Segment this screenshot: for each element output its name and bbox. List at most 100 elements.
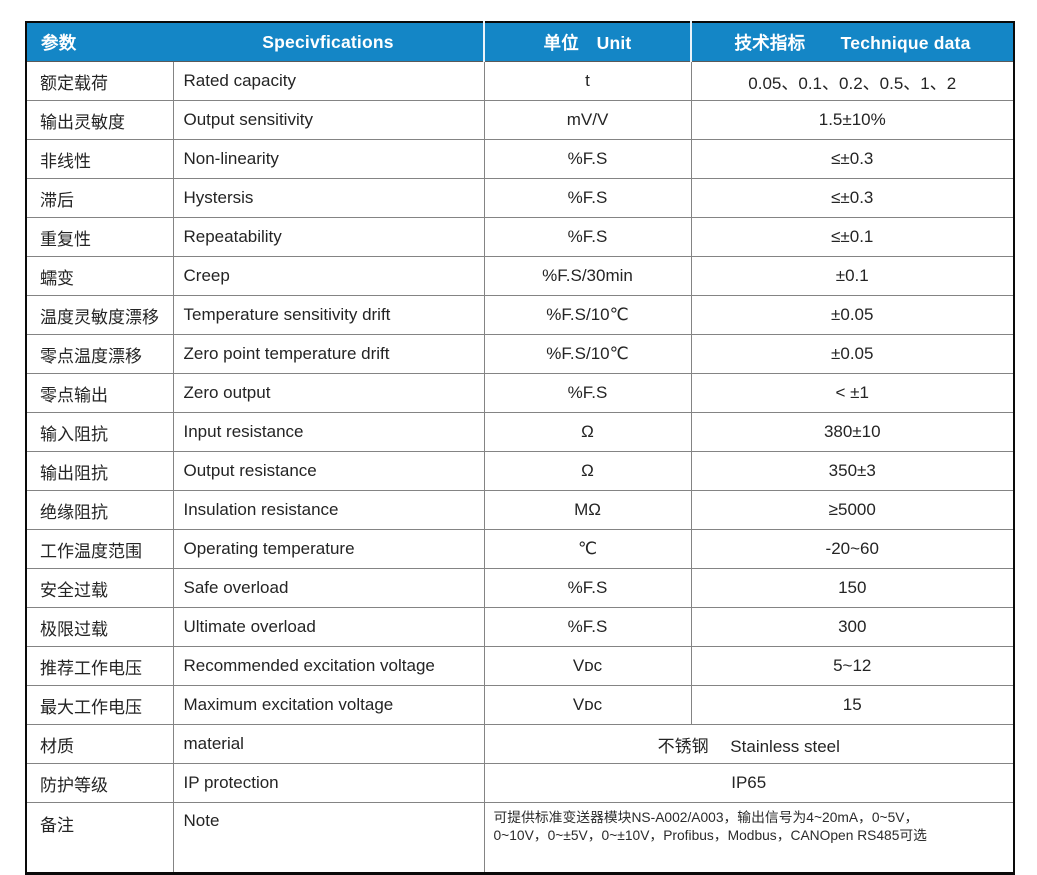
unit-cell: %F.S	[483, 139, 692, 179]
spec-en-cell: Maximum excitation voltage	[172, 685, 485, 725]
spec-en-cell: IP protection	[172, 763, 485, 803]
unit-cell: t	[483, 61, 692, 101]
table-row: 温度灵敏度漂移 Temperature sensitivity drift %F…	[25, 295, 1015, 335]
table-row: 工作温度范围 Operating temperature ℃ -20~60	[25, 529, 1015, 569]
param-cn-cell: 非线性	[25, 139, 174, 179]
spec-en-cell: Creep	[172, 256, 485, 296]
spec-en-cell: Insulation resistance	[172, 490, 485, 530]
value-cell: -20~60	[690, 529, 1015, 569]
value-cell: ≤±0.1	[690, 217, 1015, 257]
value-cell: ≤±0.3	[690, 178, 1015, 218]
unit-cell: Ω	[483, 451, 692, 491]
spec-en-cell: material	[172, 724, 485, 764]
param-cn-cell: 额定载荷	[25, 61, 174, 101]
value-cell: 1.5±10%	[690, 100, 1015, 140]
table-row: 输入阻抗 Input resistance Ω 380±10	[25, 412, 1015, 452]
param-cn-cell: 最大工作电压	[25, 685, 174, 725]
param-cn-cell: 极限过载	[25, 607, 174, 647]
table-row: 极限过载 Ultimate overload %F.S 300	[25, 607, 1015, 647]
value-cell: 15	[690, 685, 1015, 725]
table-row: 推荐工作电压 Recommended excitation voltage Vᴅ…	[25, 646, 1015, 686]
table-row: 绝缘阻抗 Insulation resistance MΩ ≥5000	[25, 490, 1015, 530]
unit-cell: Ω	[483, 412, 692, 452]
unit-cell: Vᴅᴄ	[483, 646, 692, 686]
param-cn-cell: 备注	[25, 802, 174, 874]
value-cell: 380±10	[690, 412, 1015, 452]
table-row: 蠕变 Creep %F.S/30min ±0.1	[25, 256, 1015, 296]
value-cell: 300	[690, 607, 1015, 647]
unit-cell: Vᴅᴄ	[483, 685, 692, 725]
footer-rows: 材质 material 不锈钢 Stainless steel 防护等级 IP …	[25, 724, 1015, 874]
value-cell: ±0.1	[690, 256, 1015, 296]
spec-en-cell: Zero output	[172, 373, 485, 413]
unit-cell: %F.S/30min	[483, 256, 692, 296]
unit-cell: %F.S	[483, 178, 692, 218]
value-cell: ≤±0.3	[690, 139, 1015, 179]
spec-en-cell: Non-linearity	[172, 139, 485, 179]
value-cell: ≥5000	[690, 490, 1015, 530]
table-row: 零点输出 Zero output %F.S < ±1	[25, 373, 1015, 413]
table-row: 最大工作电压 Maximum excitation voltage Vᴅᴄ 15	[25, 685, 1015, 725]
note-row: 备注 Note 可提供标准变送器模块NS-A002/A003，输出信号为4~20…	[25, 802, 1015, 874]
param-cn-cell: 零点温度漂移	[25, 334, 174, 374]
param-cn-cell: 输入阻抗	[25, 412, 174, 452]
table-header: 参数 Specivfications 单位 Unit 技术指标 Techniqu…	[26, 22, 1014, 62]
param-cn-cell: 安全过载	[25, 568, 174, 608]
header-row: 参数 Specivfications 单位 Unit 技术指标 Techniqu…	[26, 22, 1014, 62]
param-cn-cell: 零点输出	[25, 373, 174, 413]
unit-cell: %F.S	[483, 373, 692, 413]
spec-rows: 额定载荷 Rated capacity t 0.05、0.1、0.2、0.5、1…	[25, 61, 1015, 725]
spec-en-cell: Rated capacity	[172, 61, 485, 101]
spec-en-cell: Safe overload	[172, 568, 485, 608]
param-cn-cell: 温度灵敏度漂移	[25, 295, 174, 335]
spec-en-cell: Output sensitivity	[172, 100, 485, 140]
param-cn-cell: 防护等级	[25, 763, 174, 803]
unit-cell: %F.S	[483, 217, 692, 257]
unit-cell: MΩ	[483, 490, 692, 530]
unit-cell: %F.S	[483, 568, 692, 608]
unit-cell: %F.S/10℃	[483, 334, 692, 374]
param-cn-cell: 输出阻抗	[25, 451, 174, 491]
table-row: 输出灵敏度 Output sensitivity mV/V 1.5±10%	[25, 100, 1015, 140]
value-cell: 0.05、0.1、0.2、0.5、1、2	[690, 61, 1015, 101]
param-cn-cell: 重复性	[25, 217, 174, 257]
value-cell: ±0.05	[690, 334, 1015, 374]
note-value-cell: 可提供标准变送器模块NS-A002/A003，输出信号为4~20mA，0~5V，…	[483, 802, 1015, 874]
header-technique-data: 技术指标 Technique data	[690, 22, 1014, 62]
table-row: 额定载荷 Rated capacity t 0.05、0.1、0.2、0.5、1…	[25, 61, 1015, 101]
unit-cell: %F.S	[483, 607, 692, 647]
table-row: 滞后 Hystersis %F.S ≤±0.3	[25, 178, 1015, 218]
spec-en-cell: Output resistance	[172, 451, 485, 491]
value-cell: 5~12	[690, 646, 1015, 686]
spec-en-cell: Zero point temperature drift	[172, 334, 485, 374]
unit-cell: %F.S/10℃	[483, 295, 692, 335]
spec-en-cell: Recommended excitation voltage	[172, 646, 485, 686]
table-row: 非线性 Non-linearity %F.S ≤±0.3	[25, 139, 1015, 179]
header-unit: 单位 Unit	[483, 22, 691, 62]
ip-protection-row: 防护等级 IP protection IP65	[25, 763, 1015, 803]
spec-en-cell: Repeatability	[172, 217, 485, 257]
param-cn-cell: 蠕变	[25, 256, 174, 296]
param-cn-cell: 工作温度范围	[25, 529, 174, 569]
spec-en-cell: Hystersis	[172, 178, 485, 218]
value-cell: < ±1	[690, 373, 1015, 413]
material-row: 材质 material 不锈钢 Stainless steel	[25, 724, 1015, 764]
spec-en-cell: Operating temperature	[172, 529, 485, 569]
material-value-cell: 不锈钢 Stainless steel	[483, 724, 1015, 764]
spec-en-cell: Note	[172, 802, 485, 874]
spec-en-cell: Ultimate overload	[172, 607, 485, 647]
table-row: 安全过载 Safe overload %F.S 150	[25, 568, 1015, 608]
table-row: 输出阻抗 Output resistance Ω 350±3	[25, 451, 1015, 491]
table-row: 重复性 Repeatability %F.S ≤±0.1	[25, 217, 1015, 257]
value-cell: ±0.05	[690, 295, 1015, 335]
value-cell: 150	[690, 568, 1015, 608]
param-cn-cell: 绝缘阻抗	[25, 490, 174, 530]
unit-cell: ℃	[483, 529, 692, 569]
spec-en-cell: Temperature sensitivity drift	[172, 295, 485, 335]
param-cn-cell: 材质	[25, 724, 174, 764]
header-param: 参数	[26, 22, 173, 62]
header-specifications: Specivfications	[173, 22, 484, 62]
param-cn-cell: 推荐工作电压	[25, 646, 174, 686]
specifications-table: 参数 Specivfications 单位 Unit 技术指标 Techniqu…	[25, 21, 1015, 875]
